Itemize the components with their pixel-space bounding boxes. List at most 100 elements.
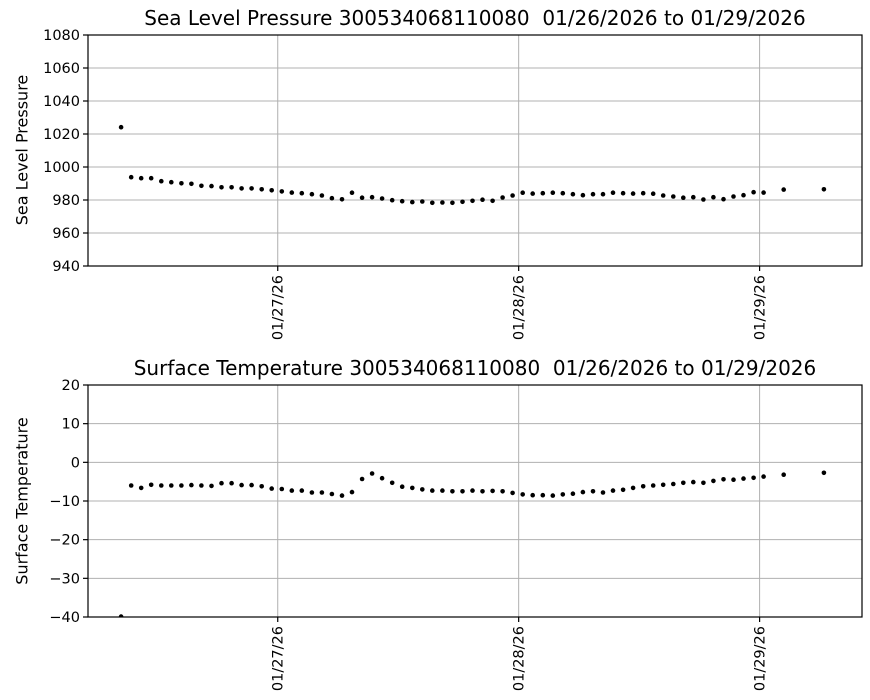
y-tick-label: −10 <box>49 494 80 510</box>
x-tick-label: 01/29/26 <box>753 275 769 340</box>
data-point <box>520 492 525 497</box>
y-tick-label: 20 <box>62 378 80 394</box>
data-point <box>530 492 535 498</box>
data-point <box>821 187 827 192</box>
data-point <box>399 484 405 490</box>
data-point <box>671 194 676 199</box>
data-point <box>640 484 646 489</box>
data-point <box>550 190 556 195</box>
data-point <box>600 490 606 495</box>
data-point <box>179 483 184 488</box>
y-axis: 940 960 980 1000 1020 1040 1060 1080 <box>43 28 88 275</box>
data-point <box>420 199 425 204</box>
data-point <box>259 484 265 489</box>
data-point <box>339 493 345 498</box>
data-point <box>138 175 144 181</box>
data-point <box>711 478 716 484</box>
pressure-chart-title: Sea Level Pressure 300534068110080 01/26… <box>144 6 806 30</box>
data-point <box>289 190 295 195</box>
data-point <box>640 190 646 196</box>
data-point <box>169 483 174 488</box>
data-point <box>781 472 786 478</box>
data-point <box>731 477 736 483</box>
data-point <box>430 200 435 206</box>
data-point <box>299 190 305 196</box>
y-tick-label: 980 <box>52 193 80 209</box>
data-point <box>379 196 385 201</box>
surface-temperature-chart: −40 −30 −20 −10 0 10 20 01/27/26 01/28/26 01/29/2… <box>49 378 863 691</box>
data-point <box>660 482 666 488</box>
y-tick-label: −20 <box>49 533 80 549</box>
data-point <box>450 200 455 206</box>
data-point <box>510 490 515 496</box>
data-point <box>620 487 626 493</box>
data-point <box>450 489 455 494</box>
data-point <box>470 488 475 493</box>
data-point <box>269 188 275 193</box>
y-tick-label: −40 <box>49 610 80 626</box>
data-point <box>620 190 626 196</box>
x-axis: 01/27/26 01/28/26 01/29/26 <box>271 617 769 691</box>
x-tick-label: 01/28/26 <box>512 626 528 691</box>
data-point <box>751 475 756 481</box>
data-point <box>279 486 285 492</box>
data-point <box>610 488 616 493</box>
data-point <box>199 483 204 488</box>
data-point <box>249 186 254 191</box>
data-point <box>229 185 234 190</box>
data-point <box>580 192 586 198</box>
data-point <box>229 480 234 486</box>
data-point <box>189 181 194 187</box>
data-point <box>671 481 676 487</box>
data-point <box>500 195 505 200</box>
data-point <box>701 480 706 486</box>
data-point <box>329 491 335 497</box>
data-point <box>420 487 425 492</box>
data-point <box>209 183 214 189</box>
data-point <box>349 190 355 195</box>
data-point <box>550 493 556 498</box>
data-point <box>650 191 656 196</box>
y-tick-label: 1080 <box>43 28 80 44</box>
x-tick-label: 01/28/26 <box>512 275 528 340</box>
data-point <box>249 482 254 488</box>
data-point <box>189 482 194 488</box>
y-tick-label: 960 <box>52 226 80 242</box>
data-point <box>199 183 204 189</box>
data-point <box>309 490 315 495</box>
y-tick-label: 0 <box>71 455 80 471</box>
y-tick-label: 940 <box>52 259 80 275</box>
y-axis: −40 −30 −20 −10 0 10 20 <box>49 378 88 626</box>
data-point <box>650 483 656 488</box>
x-tick-label: 01/27/26 <box>271 275 287 340</box>
y-tick-label: 1040 <box>43 94 80 110</box>
data-point <box>148 175 154 181</box>
data-point <box>369 194 375 200</box>
data-point <box>721 196 726 202</box>
data-point <box>319 193 325 198</box>
data-point <box>560 492 566 497</box>
data-point <box>681 195 686 200</box>
data-point <box>610 190 616 195</box>
data-points <box>118 470 827 617</box>
data-point <box>630 191 636 196</box>
data-point <box>299 488 305 493</box>
data-point <box>128 174 134 180</box>
data-point <box>711 194 716 200</box>
data-point <box>660 193 666 198</box>
data-point <box>520 190 525 195</box>
data-point <box>359 476 365 482</box>
data-point <box>128 483 134 488</box>
data-point <box>681 480 686 486</box>
data-point <box>701 197 706 202</box>
data-point <box>460 199 465 205</box>
data-point <box>440 200 445 205</box>
data-point <box>389 480 395 486</box>
data-point <box>159 178 164 184</box>
data-point <box>379 475 385 481</box>
data-point <box>570 491 576 497</box>
x-axis: 01/27/26 01/28/26 01/29/26 <box>271 266 769 340</box>
